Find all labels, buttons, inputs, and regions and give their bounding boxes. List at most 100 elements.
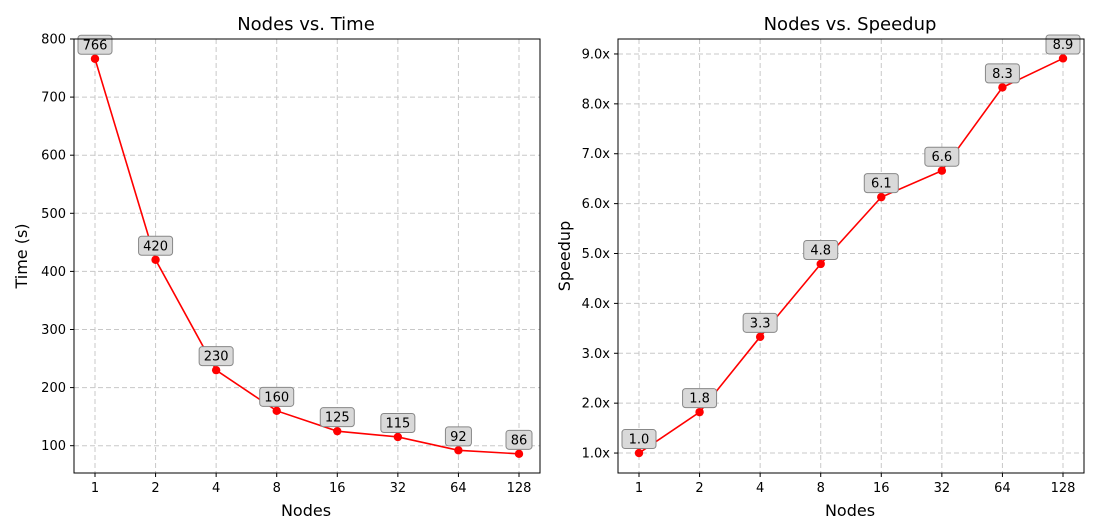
data-point (393, 432, 403, 442)
y-tick-label: 7.0x (582, 147, 611, 162)
x-tick-label: 8 (817, 481, 825, 496)
data-label: 92 (444, 426, 472, 447)
data-label-text: 92 (450, 430, 467, 445)
y-tick-label: 500 (41, 207, 66, 222)
y-tick-label: 400 (41, 265, 66, 280)
data-point (877, 192, 886, 202)
x-tick-label: 4 (756, 481, 764, 496)
series-line (94, 58, 520, 455)
chart-title: Nodes vs. Speedup (764, 14, 937, 35)
data-label-box (803, 239, 839, 260)
x-tick-label: 32 (934, 481, 951, 496)
data-label-box (1045, 34, 1081, 55)
y-tick-label: 4.0x (582, 297, 611, 312)
data-label-box (742, 312, 778, 333)
x-tick-label: 8 (273, 481, 281, 496)
data-label-text: 6.1 (871, 177, 892, 192)
y-tick-label: 200 (41, 381, 66, 396)
data-label-box (924, 146, 960, 167)
data-label: 125 (319, 407, 355, 428)
data-point (1058, 54, 1068, 63)
data-label-box (621, 429, 657, 450)
data-label: 115 (380, 412, 416, 433)
data-label-box (198, 346, 234, 367)
x-tick-label: 1 (91, 481, 99, 496)
data-label: 6.6 (924, 146, 960, 167)
data-label-box (863, 173, 899, 194)
data-point (816, 259, 825, 269)
data-label: 8.9 (1045, 34, 1081, 55)
data-point (454, 446, 463, 455)
data-label-text: 8.3 (992, 67, 1013, 82)
x-tick-label: 2 (695, 481, 703, 496)
y-tick-label: 100 (41, 439, 66, 454)
data-label-box (444, 426, 472, 447)
time-chart: Nodes vs. Time Nodes Time (s) 1 2 4 8 16 32 64… (12, 14, 541, 520)
data-label-text: 125 (325, 411, 350, 426)
data-point (514, 449, 524, 459)
y-tick-label: 800 (41, 33, 66, 48)
data-label-box (380, 412, 416, 433)
data-point (755, 332, 765, 342)
x-tick-label: 16 (873, 481, 890, 496)
data-label: 86 (505, 429, 533, 450)
data-label-box (259, 386, 295, 407)
speedup-chart: Nodes vs. Speedup Nodes Speedup 1 2 4 8 16 32… (555, 14, 1085, 520)
data-label-text: 1.0 (629, 433, 650, 448)
x-tick-label: 1 (635, 481, 643, 496)
data-label-box (138, 235, 174, 256)
data-label-box (682, 388, 718, 409)
x-tick-label: 128 (507, 481, 532, 496)
data-label-text: 8.9 (1053, 38, 1074, 53)
x-tick-label: 128 (1051, 481, 1076, 496)
data-point (634, 448, 644, 458)
data-label: 420 (138, 235, 174, 256)
data-label-box (77, 34, 113, 55)
x-tick-label: 32 (390, 481, 407, 496)
data-label: 1.8 (682, 388, 718, 409)
data-label-text: 3.3 (750, 316, 771, 331)
data-label-text: 420 (143, 239, 168, 254)
y-tick-label: 2.0x (582, 397, 611, 412)
x-axis-label: Nodes (281, 501, 331, 520)
data-label: 4.8 (803, 239, 839, 260)
data-point (272, 406, 281, 416)
data-label-text: 766 (83, 38, 108, 53)
data-point (211, 365, 221, 375)
data-label: 230 (198, 346, 234, 367)
y-tick-label: 9.0x (582, 47, 611, 62)
data-label-box (984, 63, 1020, 84)
data-label-text: 4.8 (810, 243, 831, 258)
x-tick-label: 2 (151, 481, 159, 496)
plot-frame (73, 38, 541, 474)
y-tick-label: 5.0x (582, 247, 611, 262)
data-point (151, 255, 160, 264)
data-label: 6.1 (863, 173, 899, 194)
y-tick-label: 3.0x (582, 347, 611, 362)
y-tick-label: 600 (41, 149, 66, 164)
data-point (333, 426, 342, 436)
data-label-text: 230 (204, 350, 229, 365)
data-label-text: 1.8 (689, 392, 710, 407)
data-label: 766 (77, 34, 113, 55)
x-axis-label: Nodes (825, 501, 875, 520)
y-tick-label: 6.0x (582, 197, 611, 212)
data-point (937, 166, 947, 175)
y-axis-label: Time (s) (12, 223, 31, 289)
data-label-box (505, 429, 533, 450)
data-label-text: 115 (385, 416, 410, 431)
x-tick-label: 16 (329, 481, 346, 496)
data-label-text: 6.6 (932, 150, 953, 165)
data-point (695, 407, 704, 417)
data-point (998, 83, 1007, 92)
plot-frame (617, 38, 1085, 474)
y-tick-label: 700 (41, 91, 66, 106)
data-label-box (319, 407, 355, 428)
y-tick-label: 1.0x (582, 447, 611, 462)
data-label: 160 (259, 386, 295, 407)
data-label-text: 86 (511, 433, 528, 448)
data-point (90, 54, 100, 63)
y-tick-label: 300 (41, 323, 66, 338)
y-axis-label: Speedup (555, 221, 574, 291)
